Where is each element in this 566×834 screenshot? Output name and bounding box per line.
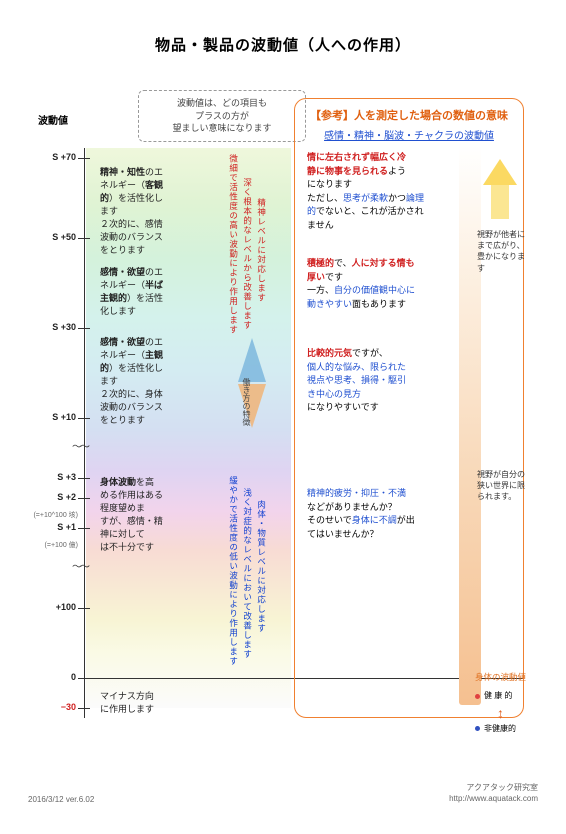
reference-description: 精神的疲労・抑圧・不満などがありませんか？そのせいで身体に不調が出てはいませんか… [307,487,457,541]
axis-tick-sub: (=+10^100 垓) [30,510,78,520]
axis-break-icon: 〜〜 [72,558,88,573]
reference-description: 積極的で、人に対する情も厚いです一方、自分の価値観中心に動きやすい面もあります [307,257,457,311]
scale-description: 身体波動を高める作用はある程度望めますが、感情・精神に対しては不十分です [100,476,220,554]
scale-description: 感情・欲望のエネルギー（主観的）を活性化します２次的に、身体波動のバランスをとり… [100,336,220,427]
legend-item: 健 康 的 [475,689,526,703]
page: 物品・製品の波動値（人への作用） 波動値 波動値は、どの項目もプラスの方が望まし… [0,0,566,834]
axis-tick: S +3 [36,472,76,482]
axis-tick: S +70 [36,152,76,162]
vertical-note: 肉体・物質レベルに対応します [254,500,268,633]
axis-line [84,148,85,718]
scale-description: マイナス方向に作用します [100,690,220,716]
legend-title: 身体の波動値 [475,670,526,685]
axis-tick: S +1 [36,522,76,532]
center-arrow-label: 働き方の特徴 [241,378,252,426]
page-title: 物品・製品の波動値（人への作用） [28,34,538,55]
reference-panel: 【参考】人を測定した場合の数値の意味 感情・精神・脳波・チャクラの波動値 情に左… [294,98,524,718]
axis-tick: S +30 [36,322,76,332]
axis-tick-sub: (=+100 億) [30,540,78,550]
scale-description: 感情・欲望のエネルギー（半ば主観的）を活性化します [100,266,220,318]
axis-tick: S +10 [36,412,76,422]
axis-break-icon: 〜〜 [72,438,88,453]
reference-description: 比較的元気ですが、個人的な悩み、限られた視点や思考、損得・駆引き中心の見方になり… [307,347,457,415]
vertical-note: 微細で活性度の高い波動により作用します [226,154,240,335]
reference-description: 情に左右されず幅広く冷静に物事を見られるようになりますただし、思考が柔軟かつ論理… [307,151,457,232]
axis-tick: S +50 [36,232,76,242]
yellow-up-arrow-icon [483,159,517,219]
arrow-up-icon [238,338,266,382]
vertical-note: 浅く対症的なレベルにおいて改善します [240,488,254,659]
axis-tick: −30 [36,702,76,712]
intro-note: 波動値は、どの項目もプラスの方が望ましい意味になります [138,90,306,142]
axis-tick: 0 [36,672,76,682]
scale-description: 精神・知性のエネルギー（客観的）を活性化します２次的に、感情波動のバランスをとり… [100,166,220,257]
axis-tick: S +2 [36,492,76,502]
footer-credit: アクアタック研究室http://www.aquatack.com [449,782,538,804]
sheet: 物品・製品の波動値（人への作用） 波動値 波動値は、どの項目もプラスの方が望まし… [28,28,538,806]
legend-arrow-icon: ↕ [475,706,526,720]
footer-version: 2016/3/12 ver.6.02 [28,795,94,804]
side-note: 視野が他者にまで広がり、豊かになります [477,229,525,274]
vertical-note: 深く根本的なレベルから改善します [240,178,254,330]
side-note: 視野が自分の狭い世界に限られます。 [477,469,525,503]
legend: 身体の波動値 健 康 的 ↕ 非健康的 [475,670,526,736]
reference-title: 【参考】人を測定した場合の数値の意味 [305,107,513,123]
axis-tick: +100 [36,602,76,612]
legend-item: 非健康的 [475,722,526,736]
axis-label: 波動値 [38,112,68,127]
vertical-note: 精神レベルに対応します [254,198,268,303]
reference-subtitle: 感情・精神・脳波・チャクラの波動値 [305,127,513,142]
vertical-note: 緩やかで活性度の低い波動により作用します [226,476,240,666]
